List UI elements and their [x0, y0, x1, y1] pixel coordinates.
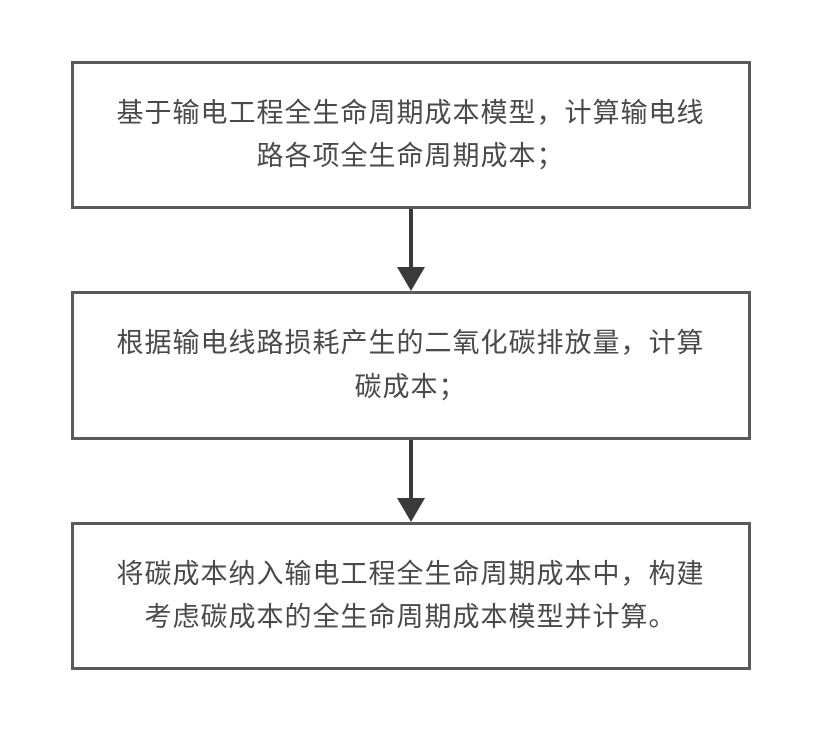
step-2-text: 根据输电线路损耗产生的二氧化碳排放量，计算碳成本；	[114, 322, 708, 408]
step-1-text: 基于输电工程全生命周期成本模型，计算输电线路各项全生命周期成本；	[114, 92, 708, 178]
flowchart-container: 基于输电工程全生命周期成本模型，计算输电线路各项全生命周期成本； 根据输电线路损…	[30, 61, 791, 670]
flowchart-step-2: 根据输电线路损耗产生的二氧化碳排放量，计算碳成本；	[71, 291, 751, 439]
flowchart-step-1: 基于输电工程全生命周期成本模型，计算输电线路各项全生命周期成本；	[71, 61, 751, 209]
arrow-1-line	[409, 209, 413, 267]
arrow-2	[397, 440, 425, 522]
arrow-down-icon	[397, 498, 425, 522]
arrow-1	[397, 209, 425, 291]
step-3-text: 将碳成本纳入输电工程全生命周期成本中，构建考虑碳成本的全生命周期成本模型并计算。	[114, 553, 708, 639]
arrow-2-line	[409, 440, 413, 498]
arrow-down-icon	[397, 267, 425, 291]
flowchart-step-3: 将碳成本纳入输电工程全生命周期成本中，构建考虑碳成本的全生命周期成本模型并计算。	[71, 522, 751, 670]
